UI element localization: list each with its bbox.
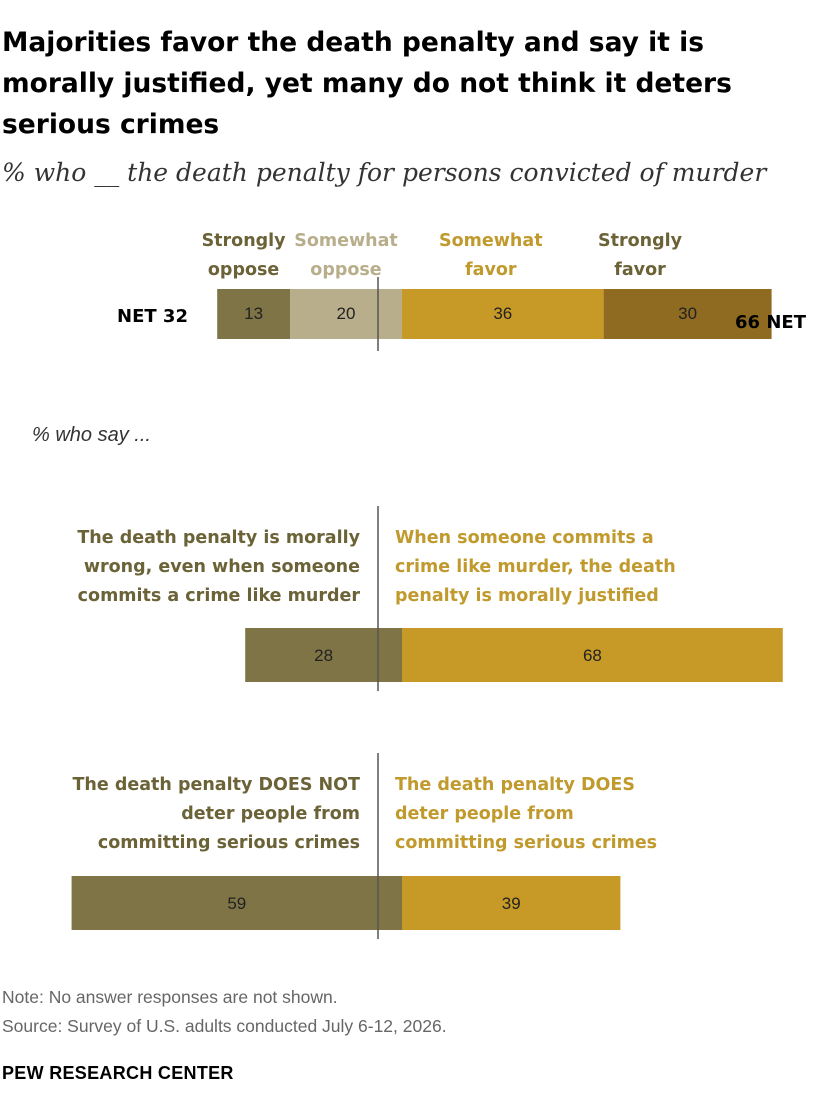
right-label-3-line-2: deter people from	[395, 804, 574, 824]
net-favor-label: 66 NET	[735, 312, 807, 333]
bar-segment-somewhat-favor	[402, 289, 604, 339]
legend-strongly-favor-line-2: favor	[614, 260, 666, 280]
bar-segment-strongly-favor	[603, 289, 772, 339]
left-label-3-line-2: deter people from	[181, 804, 360, 824]
right-label-2-line-1: When someone commits a	[395, 528, 654, 548]
data-label-favor-2: 68	[583, 646, 602, 665]
legend-somewhat-favor-line-2: favor	[465, 260, 517, 280]
legend-strongly-favor-line-1: Strongly	[598, 231, 683, 251]
data-label-somewhat-oppose: 20	[337, 304, 356, 323]
data-label-oppose-2: 28	[314, 646, 333, 665]
left-label-3-line-3: committing serious crimes	[98, 833, 360, 853]
data-label-strongly-favor: 30	[678, 304, 697, 323]
chart-title: Majorities favor the death penalty and s…	[2, 27, 732, 140]
legend-strongly-oppose-line-1: Strongly	[202, 231, 287, 251]
legend-somewhat-oppose-line-2: oppose	[310, 260, 382, 280]
right-label-3-line-1: The death penalty DOES	[395, 775, 635, 795]
data-label-somewhat-favor: 36	[493, 304, 512, 323]
legend-strongly-oppose-line-2: oppose	[208, 260, 280, 280]
bar-favor-2	[402, 628, 783, 682]
brand-footer: PEW RESEARCH CENTER	[2, 1063, 234, 1083]
bar-segment-strongly-oppose	[217, 289, 290, 339]
left-label-2-line-1: The death penalty is morally	[77, 528, 360, 548]
note: Note: No answer responses are not shown.	[2, 987, 338, 1007]
legend-somewhat-oppose-line-1: Somewhat	[294, 231, 398, 251]
section-label: % who say ...	[32, 424, 151, 446]
bar-segment-somewhat-oppose	[290, 289, 402, 339]
right-label-2-line-3: penalty is morally justified	[395, 586, 659, 606]
left-label-2-line-3: commits a crime like murder	[78, 586, 361, 606]
bar-favor-3	[402, 876, 621, 930]
right-label-3-line-3: committing serious crimes	[395, 833, 657, 853]
net-oppose-label: NET 32	[117, 306, 188, 327]
data-label-strongly-oppose: 13	[244, 304, 263, 323]
data-label-favor-3: 39	[502, 894, 521, 913]
bar-oppose-2	[245, 628, 402, 682]
legend-somewhat-favor-line-1: Somewhat	[439, 231, 543, 251]
left-label-2-line-2: wrong, even when someone	[84, 557, 360, 577]
left-label-3-line-1: The death penalty DOES NOT	[72, 775, 360, 795]
chart-subtitle: % who __ the death penalty for persons c…	[2, 158, 767, 187]
bar-oppose-3	[71, 876, 402, 930]
source: Source: Survey of U.S. adults conducted …	[2, 1016, 447, 1036]
data-label-oppose-3: 59	[227, 894, 246, 913]
right-label-2-line-2: crime like murder, the death	[395, 557, 676, 577]
